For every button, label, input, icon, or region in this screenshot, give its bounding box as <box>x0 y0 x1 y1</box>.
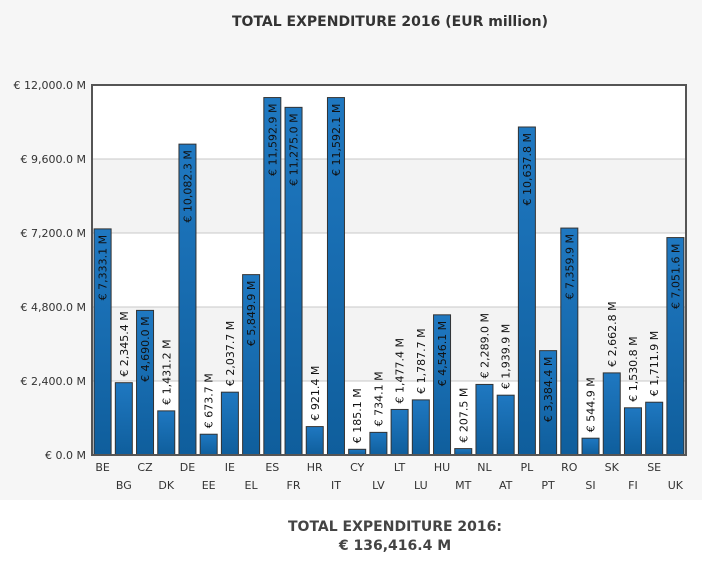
plot-frame <box>91 84 687 456</box>
data-label: € 1,431.2 M <box>160 339 173 404</box>
bar-bg <box>114 382 133 456</box>
x-tick-label: SK <box>605 461 620 474</box>
bar-si <box>581 437 600 456</box>
data-label: € 1,530.8 M <box>627 336 640 401</box>
x-tick-label: FR <box>287 479 301 492</box>
x-tick-label: SE <box>647 461 661 474</box>
x-tick-label: BG <box>116 479 132 492</box>
bar-nl <box>475 383 494 456</box>
data-label: € 207.5 M <box>457 388 470 443</box>
x-tick-label: BE <box>95 461 110 474</box>
bar-lu <box>411 399 430 456</box>
data-label: € 10,637.8 M <box>521 133 534 205</box>
data-label: € 1,711.9 M <box>648 331 661 396</box>
x-tick-label: LU <box>414 479 428 492</box>
x-tick-label: MT <box>455 479 471 492</box>
x-tick-label: DE <box>180 461 195 474</box>
bar-ee <box>199 433 218 456</box>
y-tick-label: € 12,000.0 M <box>14 79 86 92</box>
bar-sk <box>602 372 621 456</box>
y-tick-label: € 0.0 M <box>45 449 86 462</box>
x-tick-label: NL <box>477 461 492 474</box>
data-labels: € 7,333.1 M € 2,345.4 M € 4,690.0 M € 1,431… <box>97 104 683 444</box>
data-label: € 4,546.1 M <box>436 321 449 386</box>
data-label: € 2,289.0 M <box>478 313 491 378</box>
total-summary: TOTAL EXPENDITURE 2016: € 136,416.4 M <box>0 518 702 556</box>
data-label: € 1,787.7 M <box>415 328 428 393</box>
x-axis-ticks: BE BG CZ DK DE EE IE EL ES FR HR IT CY LV LT LU HU MT NL AT… <box>95 461 683 492</box>
total-label: TOTAL EXPENDITURE 2016: <box>288 519 502 535</box>
data-label: € 10,082.3 M <box>181 150 194 222</box>
x-tick-label: IT <box>331 479 341 492</box>
data-label: € 4,690.0 M <box>139 316 152 381</box>
data-label: € 185.1 M <box>351 388 364 443</box>
bar-lt <box>390 408 409 456</box>
x-tick-label: UK <box>668 479 684 492</box>
data-label: € 1,939.9 M <box>500 324 513 389</box>
bar-dk <box>157 410 176 456</box>
x-tick-label: EE <box>202 479 216 492</box>
data-label: € 2,662.8 M <box>606 301 619 366</box>
data-label: € 734.1 M <box>372 371 385 426</box>
bars <box>93 97 685 456</box>
y-axis-ticks: € 0.0 M € 2,400.0 M € 4,800.0 M € 7,200.0 M… <box>14 79 86 462</box>
data-label: € 7,333.1 M <box>97 235 110 300</box>
x-tick-label: AT <box>499 479 513 492</box>
x-tick-label: LT <box>394 461 406 474</box>
data-label: € 7,359.9 M <box>563 234 576 299</box>
x-tick-label: ES <box>265 461 279 474</box>
chart-title: TOTAL EXPENDITURE 2016 (EUR million) <box>232 14 548 30</box>
data-label: € 5,849.9 M <box>245 281 258 346</box>
x-tick-label: EL <box>245 479 259 492</box>
y-tick-label: € 4,800.0 M <box>21 301 86 314</box>
data-label: € 11,592.9 M <box>266 104 279 176</box>
bar-fi <box>623 407 642 456</box>
bar-at <box>496 394 515 456</box>
x-tick-label: CZ <box>137 461 153 474</box>
x-tick-label: CY <box>350 461 364 474</box>
data-label: € 7,051.6 M <box>669 244 682 309</box>
y-tick-label: € 7,200.0 M <box>21 227 86 240</box>
bar-chart: € 0.0 M € 2,400.0 M € 4,800.0 M € 7,200.0 M… <box>14 79 687 492</box>
data-label: € 11,275.0 M <box>288 113 301 185</box>
bar-hr <box>305 426 324 456</box>
data-label: € 11,592.1 M <box>330 104 343 176</box>
total-value: € 136,416.4 M <box>338 538 452 554</box>
data-label: € 544.9 M <box>585 377 598 432</box>
bar-ie <box>220 391 239 456</box>
x-tick-label: PT <box>541 479 555 492</box>
data-label: € 2,345.4 M <box>118 311 131 376</box>
y-tick-label: € 9,600.0 M <box>21 153 86 166</box>
data-label: € 2,037.7 M <box>224 321 237 386</box>
data-label: € 921.4 M <box>309 366 322 421</box>
x-tick-label: HR <box>307 461 323 474</box>
x-tick-label: IE <box>225 461 235 474</box>
x-tick-label: RO <box>561 461 578 474</box>
data-label: € 1,477.4 M <box>394 338 407 403</box>
x-tick-label: LV <box>372 479 385 492</box>
bar-lv <box>369 431 388 456</box>
y-tick-label: € 2,400.0 M <box>21 375 86 388</box>
data-label: € 673.7 M <box>203 373 216 428</box>
x-tick-label: SI <box>585 479 595 492</box>
x-tick-label: DK <box>158 479 174 492</box>
data-label: € 3,384.4 M <box>542 357 555 422</box>
x-tick-label: FI <box>628 479 638 492</box>
bar-se <box>645 401 664 456</box>
x-tick-label: PL <box>521 461 535 474</box>
chart-panel: TOTAL EXPENDITURE 2016 (EUR million) € 0… <box>13 14 687 492</box>
x-tick-label: HU <box>434 461 450 474</box>
